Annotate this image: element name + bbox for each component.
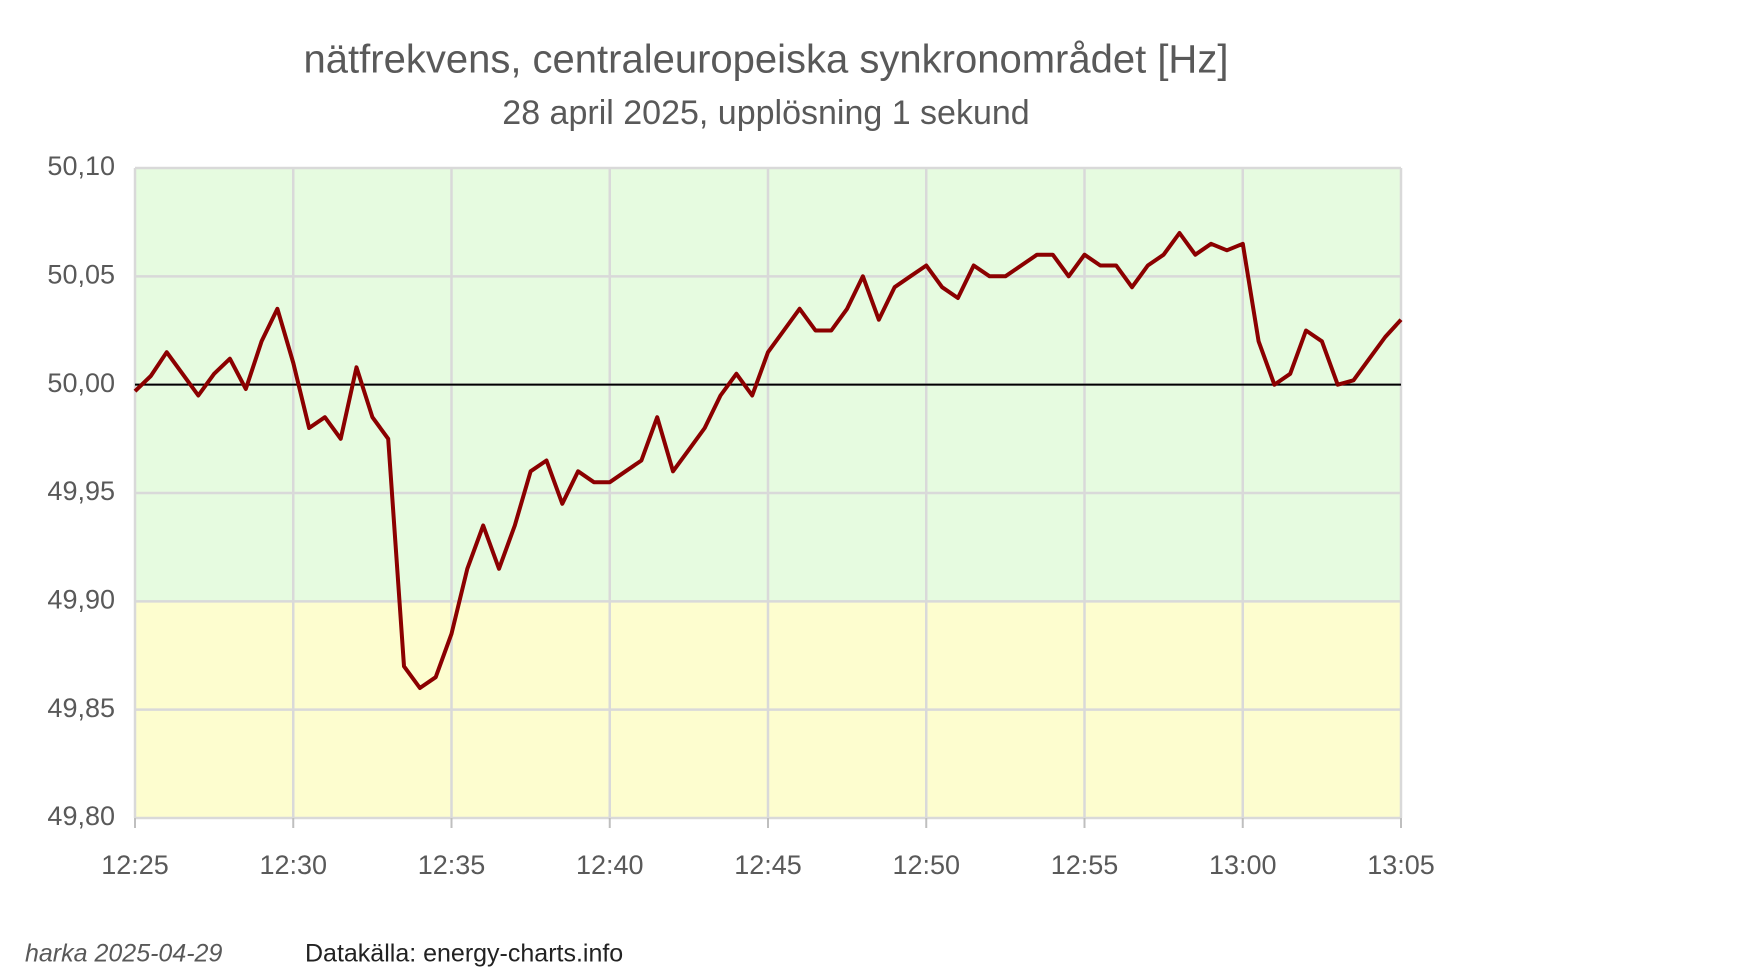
x-tick-label: 12:45	[734, 850, 802, 880]
y-tick-label: 50,00	[47, 368, 115, 398]
footer-author: harka 2025-04-29	[25, 940, 222, 968]
x-tick-label: 12:40	[576, 850, 644, 880]
y-tick-label: 49,95	[47, 476, 115, 506]
y-tick-label: 49,85	[47, 693, 115, 723]
x-tick-label: 12:35	[418, 850, 486, 880]
x-tick-label: 12:55	[1051, 850, 1119, 880]
y-tick-label: 49,90	[47, 584, 115, 614]
chart-title: nätfrekvens, centraleuropeiska synkronom…	[304, 38, 1229, 82]
x-tick-label: 12:50	[892, 850, 960, 880]
x-tick-label: 13:00	[1209, 850, 1277, 880]
y-tick-label: 50,10	[47, 151, 115, 181]
x-tick-label: 13:05	[1367, 850, 1435, 880]
line	[133, 231, 1403, 690]
x-tick-label: 12:30	[259, 850, 327, 880]
x-tick-label: 12:25	[101, 850, 169, 880]
y-tick-label: 49,80	[47, 801, 115, 831]
chart-subtitle: 28 april 2025, upplösning 1 sekund	[502, 94, 1029, 132]
footer-source: Datakälla: energy-charts.info	[305, 940, 623, 968]
y-tick-label: 50,05	[47, 259, 115, 289]
